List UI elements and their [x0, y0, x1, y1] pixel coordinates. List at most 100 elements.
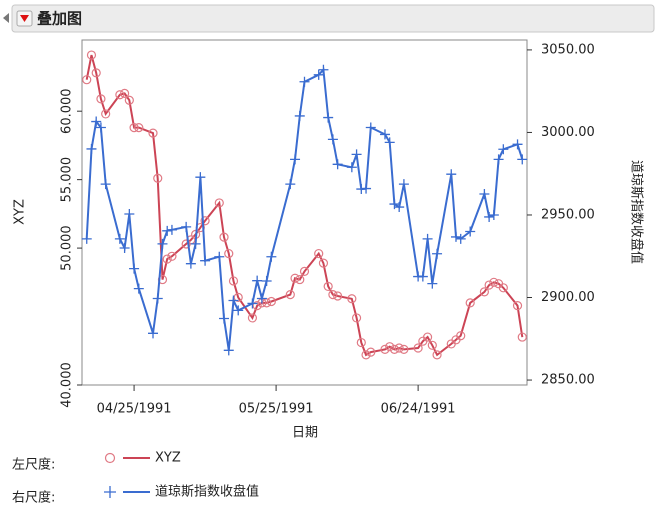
marker [195, 172, 206, 183]
marker [252, 275, 263, 286]
marker [162, 225, 173, 236]
marker [82, 75, 92, 85]
marker [190, 238, 201, 249]
marker [129, 123, 139, 133]
marker [285, 290, 295, 300]
marker [484, 280, 494, 290]
marker [488, 209, 499, 220]
marker [100, 179, 111, 190]
legend-label: 道琼斯指数收盘值 [155, 484, 259, 500]
marker [456, 331, 466, 341]
marker [351, 149, 362, 160]
marker [96, 94, 106, 104]
header-bar [11, 4, 655, 33]
marker [450, 231, 461, 242]
marker [465, 226, 476, 237]
marker [148, 328, 159, 339]
marker [328, 290, 338, 300]
marker [455, 233, 466, 244]
marker [385, 342, 395, 352]
marker [223, 345, 234, 356]
marker [134, 123, 144, 133]
x-tick-label: 06/24/1991 [381, 402, 456, 417]
marker [224, 248, 234, 259]
marker [498, 283, 508, 293]
marker [327, 134, 338, 145]
marker [294, 110, 305, 121]
marker [512, 300, 523, 311]
marker [323, 112, 334, 123]
marker [261, 276, 272, 287]
marker [86, 50, 97, 60]
marker [427, 278, 438, 289]
marker [384, 137, 395, 148]
x-tick-label: 05/25/1991 [239, 402, 314, 417]
marker [152, 293, 163, 304]
red-triangle[interactable] [20, 15, 29, 22]
marker [432, 248, 443, 259]
marker [394, 343, 404, 353]
legend-marker [104, 486, 116, 498]
marker [389, 344, 400, 355]
legend-label: XYZ [155, 451, 181, 466]
marker [332, 159, 343, 170]
marker [228, 295, 239, 306]
marker [181, 221, 192, 232]
header-title: 叠加图 [37, 10, 82, 28]
marker [91, 116, 102, 127]
marker [162, 254, 172, 264]
marker [133, 283, 144, 294]
marker [380, 344, 390, 355]
disclosure-icon[interactable] [3, 13, 9, 23]
marker [394, 202, 405, 213]
marker [214, 198, 224, 208]
y-tick-label: 60.000 [60, 88, 75, 134]
marker [417, 271, 428, 282]
legend-marker [104, 452, 116, 464]
marker [95, 122, 106, 133]
marker [295, 274, 305, 285]
y-axis-label: XYZ [13, 199, 28, 225]
marker [399, 344, 409, 355]
marker [233, 305, 244, 316]
marker [114, 233, 125, 244]
marker [333, 291, 343, 301]
marker [479, 287, 489, 297]
y2-tick-label: 3000.00 [541, 125, 595, 140]
marker [465, 298, 475, 308]
marker [219, 232, 229, 242]
x-tick-label: 04/25/1991 [97, 402, 172, 417]
marker [219, 313, 230, 324]
marker [346, 162, 357, 173]
marker [124, 95, 134, 105]
marker [517, 332, 527, 342]
marker [427, 340, 437, 350]
marker [318, 64, 329, 75]
marker [351, 313, 362, 323]
marker [299, 76, 310, 87]
marker [290, 273, 300, 283]
y2-axis-label: 道琼斯指数收盘值 [629, 160, 645, 264]
marker [484, 211, 495, 222]
plot-frame [81, 39, 528, 386]
marker [285, 179, 296, 190]
y-tick-label: 40.000 [60, 362, 75, 408]
marker [119, 242, 130, 253]
marker [266, 296, 276, 307]
marker [356, 337, 366, 348]
marker [200, 255, 211, 266]
marker [247, 298, 258, 309]
y2-tick-label: 2850.00 [541, 373, 595, 388]
marker [115, 90, 125, 100]
y-tick-label: 50.000 [60, 225, 75, 271]
marker [153, 173, 163, 183]
marker [314, 248, 324, 259]
marker [366, 347, 376, 357]
marker [498, 144, 509, 155]
marker [361, 350, 371, 360]
marker [398, 179, 409, 190]
marker [299, 266, 310, 276]
marker [489, 277, 499, 287]
marker [124, 208, 135, 219]
marker [446, 169, 457, 180]
